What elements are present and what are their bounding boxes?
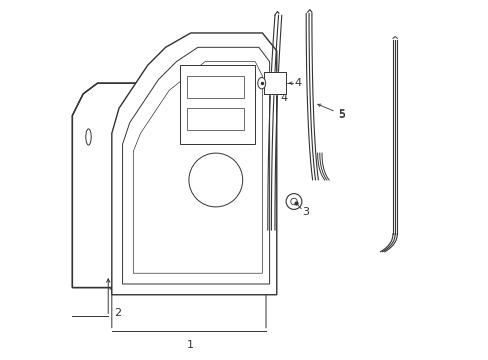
Ellipse shape (257, 77, 265, 89)
Text: 3: 3 (301, 207, 308, 217)
Text: 5: 5 (337, 109, 344, 119)
Polygon shape (72, 83, 194, 288)
Polygon shape (180, 65, 255, 144)
Ellipse shape (85, 129, 91, 145)
Text: 5: 5 (337, 111, 344, 121)
Text: 4: 4 (294, 78, 301, 88)
Circle shape (188, 153, 242, 207)
Polygon shape (122, 47, 269, 284)
Polygon shape (264, 72, 285, 94)
Circle shape (285, 194, 301, 210)
Polygon shape (133, 62, 262, 273)
Circle shape (290, 198, 297, 205)
Text: 4: 4 (280, 93, 287, 103)
Text: 2: 2 (113, 308, 121, 318)
Polygon shape (187, 76, 244, 98)
Polygon shape (112, 33, 276, 295)
Text: 1: 1 (187, 340, 194, 350)
Polygon shape (187, 108, 244, 130)
